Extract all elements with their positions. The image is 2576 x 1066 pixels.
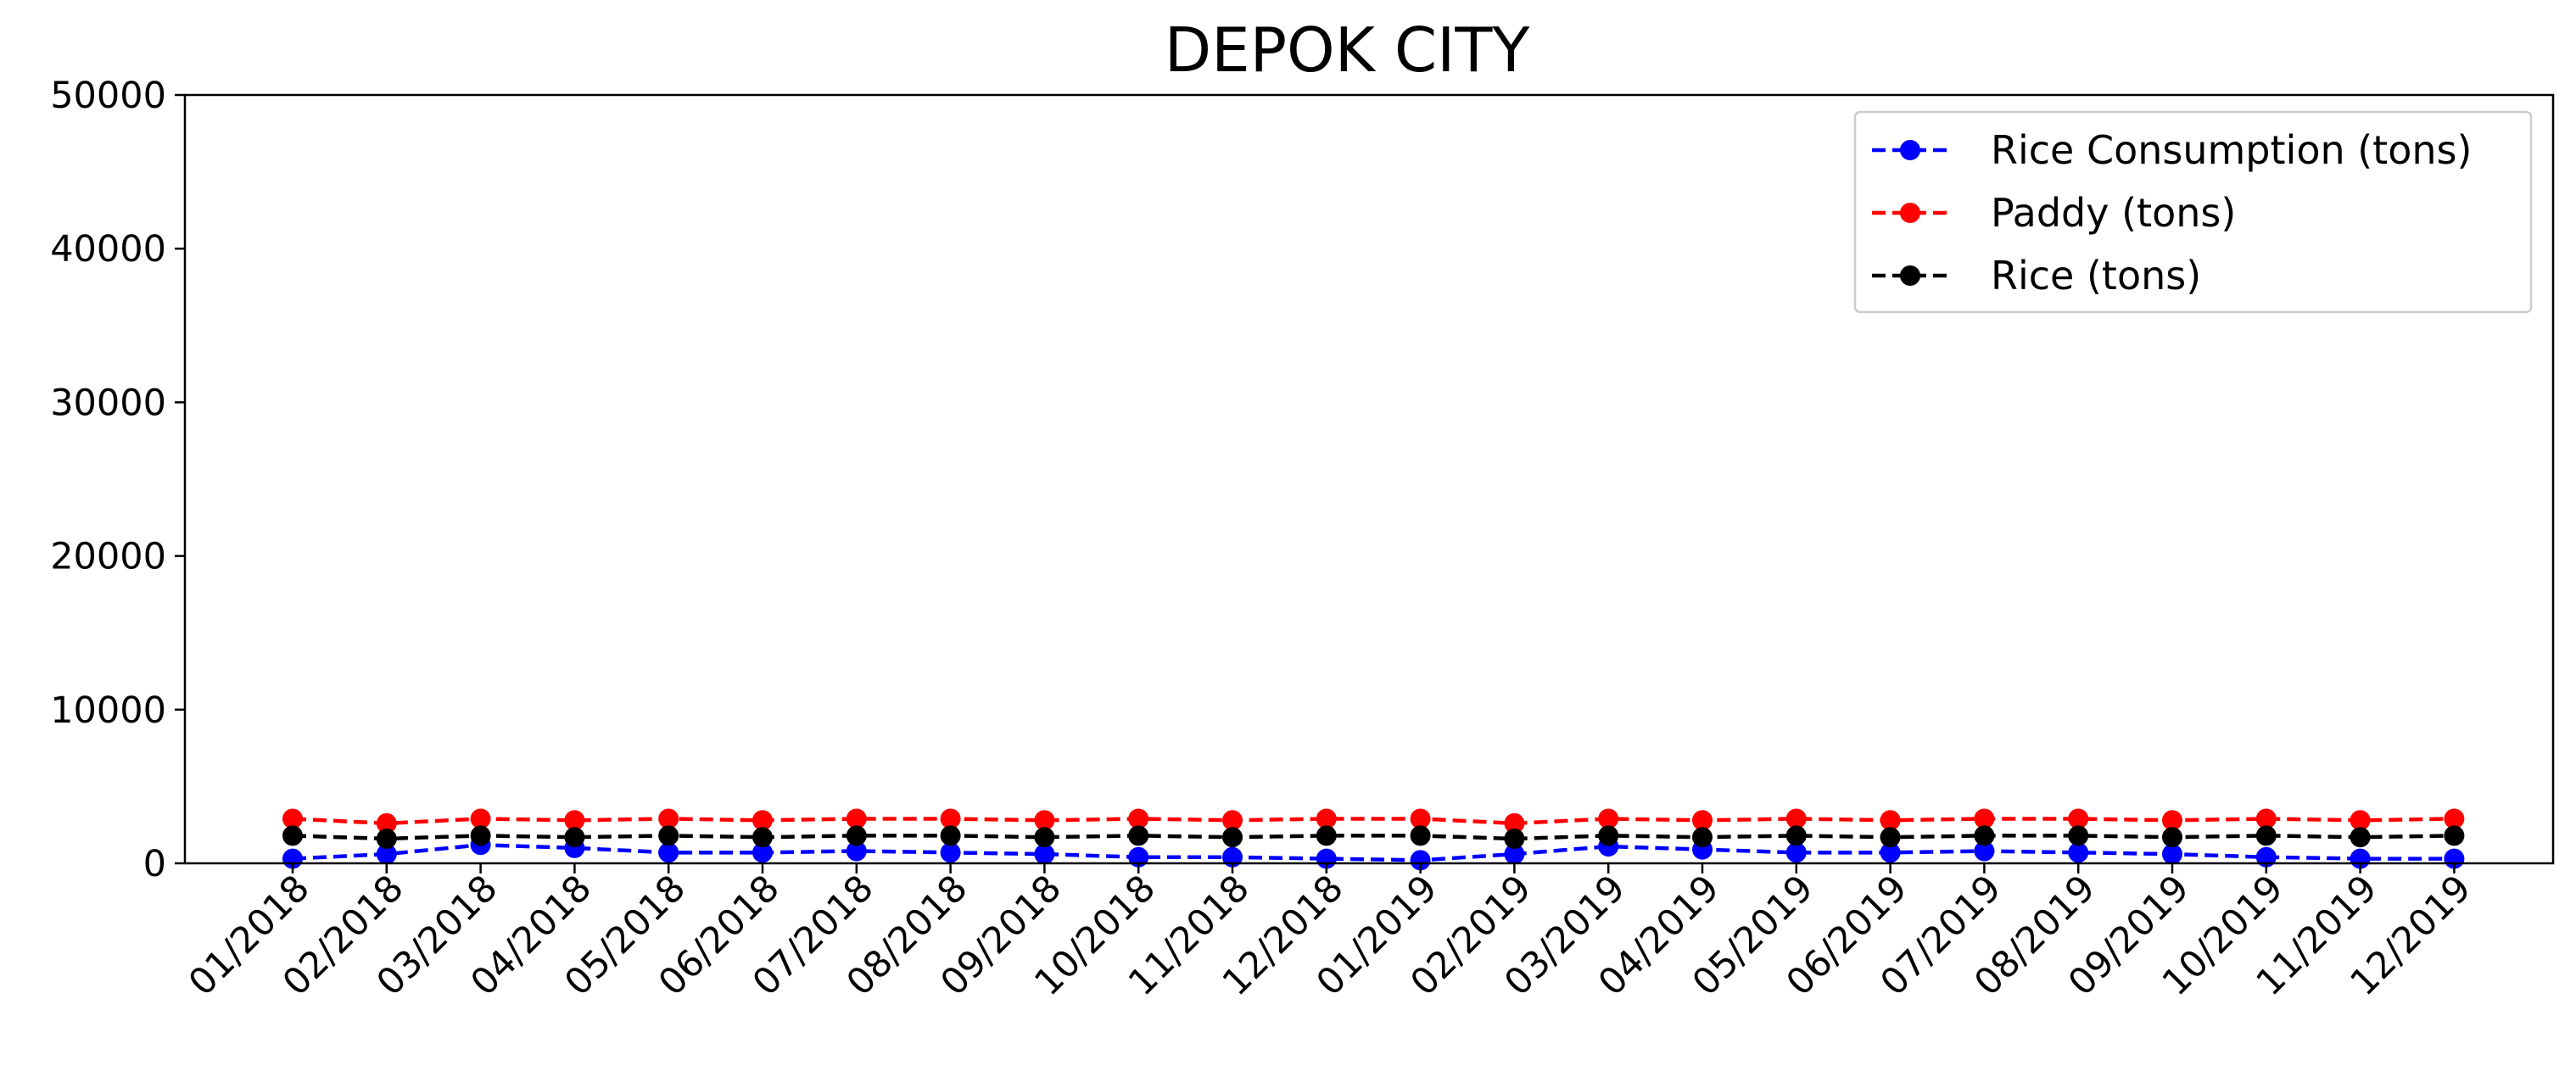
series-layer xyxy=(282,808,2465,871)
data-point xyxy=(2255,825,2277,846)
data-point xyxy=(752,810,773,831)
data-point xyxy=(1410,850,1431,871)
data-point xyxy=(2444,808,2465,829)
data-point xyxy=(470,808,491,829)
data-point xyxy=(1974,808,1995,829)
data-point xyxy=(1128,808,1149,829)
data-point xyxy=(564,827,585,848)
data-point xyxy=(376,844,397,865)
series-1 xyxy=(282,834,2465,871)
data-point xyxy=(2350,810,2371,831)
data-point xyxy=(1785,825,1807,846)
legend-label: Paddy (tons) xyxy=(1991,190,2236,236)
y-tick-label: 20000 xyxy=(50,536,166,578)
data-point xyxy=(658,842,679,863)
data-point xyxy=(376,812,397,834)
data-point xyxy=(940,808,961,829)
data-point xyxy=(1128,825,1149,846)
data-point xyxy=(2350,827,2371,848)
data-point xyxy=(1504,812,1525,834)
legend-label: Rice (tons) xyxy=(1991,253,2201,299)
y-tick-label: 10000 xyxy=(50,689,166,732)
data-point xyxy=(1222,810,1243,831)
data-point xyxy=(1785,842,1807,863)
data-point xyxy=(2068,808,2089,829)
data-point xyxy=(940,842,961,863)
legend-item: Rice Consumption (tons) xyxy=(1872,127,2472,173)
series-line xyxy=(292,817,2455,826)
data-point xyxy=(2068,825,2089,846)
data-point xyxy=(2162,844,2182,865)
data-point xyxy=(1410,825,1431,846)
data-point xyxy=(1880,810,1901,831)
y-tick-label: 40000 xyxy=(50,228,166,271)
data-point xyxy=(1974,825,1995,846)
data-point xyxy=(282,825,303,846)
data-point xyxy=(282,808,303,829)
data-point xyxy=(2162,810,2182,831)
data-point xyxy=(1410,808,1431,829)
data-point xyxy=(1880,827,1901,848)
data-point xyxy=(940,825,961,846)
data-point xyxy=(1316,825,1337,846)
legend-marker xyxy=(1900,265,1920,286)
data-point xyxy=(1504,844,1525,865)
data-point xyxy=(1504,829,1525,850)
data-point xyxy=(1880,842,1901,863)
data-point xyxy=(2068,842,2089,863)
series-2 xyxy=(282,808,2465,834)
legend-marker xyxy=(1900,203,1920,223)
data-point xyxy=(1034,810,1055,831)
series-line xyxy=(292,843,2455,862)
y-tick-label: 30000 xyxy=(50,382,166,424)
legend-item: Rice (tons) xyxy=(1872,253,2201,299)
data-point xyxy=(1222,827,1243,848)
data-point xyxy=(752,827,773,848)
data-point xyxy=(658,825,679,846)
legend: Rice Consumption (tons) Paddy (tons) Rice … xyxy=(1853,110,2533,314)
y-tick-label: 0 xyxy=(143,843,166,885)
series-line xyxy=(292,834,2455,841)
data-point xyxy=(1034,844,1055,865)
data-point xyxy=(1598,808,1619,829)
legend-box xyxy=(1853,110,2533,314)
data-point xyxy=(752,842,773,863)
y-axis: 0 10000 20000 30000 40000 50000 xyxy=(50,75,185,885)
data-point xyxy=(1974,840,1995,862)
plot-area-frame xyxy=(183,93,2555,865)
data-point xyxy=(658,808,679,829)
data-point xyxy=(1316,808,1337,829)
data-point xyxy=(470,825,491,846)
chart-title: DEPOK CITY xyxy=(1165,14,1531,86)
data-point xyxy=(846,808,867,829)
data-point xyxy=(1692,827,1713,848)
data-point xyxy=(846,840,867,862)
data-point xyxy=(2162,827,2182,848)
data-point xyxy=(846,825,867,846)
legend-marker xyxy=(1900,140,1920,160)
legend-item: Paddy (tons) xyxy=(1872,190,2236,236)
data-point xyxy=(1785,808,1807,829)
data-point xyxy=(1598,825,1619,846)
data-point xyxy=(2444,825,2465,846)
y-tick-label: 50000 xyxy=(50,75,166,117)
data-point xyxy=(2255,808,2277,829)
series-3 xyxy=(282,825,2465,850)
data-point xyxy=(376,829,397,850)
legend-label: Rice Consumption (tons) xyxy=(1991,127,2472,173)
data-point xyxy=(1034,827,1055,848)
data-point xyxy=(564,810,585,831)
data-point xyxy=(1692,810,1713,831)
x-axis: 01/201802/201803/201804/201805/201806/20… xyxy=(181,863,2479,1004)
